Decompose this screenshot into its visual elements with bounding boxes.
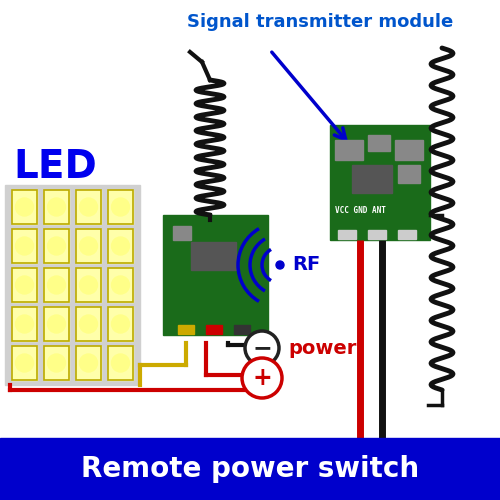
- Bar: [12, 268, 37, 302]
- Bar: [76, 229, 101, 263]
- Circle shape: [80, 354, 98, 372]
- Bar: [108, 229, 133, 263]
- Circle shape: [48, 354, 66, 372]
- Circle shape: [48, 276, 66, 294]
- Bar: [12, 307, 37, 341]
- Bar: [330, 125, 430, 240]
- Bar: [44, 229, 69, 263]
- Bar: [44, 307, 69, 341]
- Bar: [395, 140, 423, 160]
- Bar: [191, 242, 236, 270]
- Bar: [12, 190, 37, 224]
- Text: Signal transmitter module: Signal transmitter module: [187, 13, 453, 31]
- Text: VCC GND ANT: VCC GND ANT: [335, 206, 386, 215]
- Bar: [12, 307, 37, 341]
- Bar: [76, 190, 101, 224]
- Bar: [44, 190, 69, 224]
- Circle shape: [48, 198, 66, 216]
- Bar: [108, 190, 133, 224]
- Bar: [12, 190, 37, 224]
- Bar: [108, 190, 133, 224]
- Bar: [12, 346, 37, 380]
- Circle shape: [112, 276, 130, 294]
- Bar: [178, 325, 194, 334]
- Bar: [12, 229, 37, 263]
- Bar: [76, 190, 101, 224]
- Bar: [76, 268, 101, 302]
- Bar: [0, 438, 500, 500]
- Bar: [76, 229, 101, 263]
- Circle shape: [245, 331, 279, 365]
- Bar: [352, 165, 392, 193]
- Bar: [76, 307, 101, 341]
- Bar: [163, 215, 268, 335]
- Circle shape: [112, 354, 130, 372]
- Text: power: power: [288, 338, 356, 357]
- Circle shape: [80, 276, 98, 294]
- Bar: [368, 230, 386, 239]
- Text: LED: LED: [13, 148, 97, 186]
- Bar: [234, 325, 250, 334]
- Bar: [108, 229, 133, 263]
- Circle shape: [16, 315, 34, 333]
- Bar: [108, 307, 133, 341]
- Circle shape: [16, 198, 34, 216]
- Bar: [44, 268, 69, 302]
- Bar: [76, 346, 101, 380]
- Bar: [108, 268, 133, 302]
- Circle shape: [80, 237, 98, 255]
- Circle shape: [16, 276, 34, 294]
- Bar: [76, 307, 101, 341]
- Circle shape: [80, 198, 98, 216]
- Bar: [398, 230, 416, 239]
- Circle shape: [276, 261, 284, 269]
- Text: +: +: [252, 366, 272, 390]
- Bar: [368, 135, 390, 151]
- Bar: [44, 229, 69, 263]
- Bar: [173, 226, 191, 240]
- Text: −: −: [252, 336, 272, 360]
- Bar: [108, 346, 133, 380]
- Bar: [12, 346, 37, 380]
- Text: RF: RF: [292, 256, 320, 274]
- Bar: [5, 185, 140, 385]
- Bar: [44, 346, 69, 380]
- Circle shape: [112, 315, 130, 333]
- Bar: [108, 307, 133, 341]
- Circle shape: [242, 358, 282, 398]
- Bar: [76, 268, 101, 302]
- Bar: [398, 165, 420, 183]
- Circle shape: [16, 237, 34, 255]
- Circle shape: [48, 315, 66, 333]
- Circle shape: [16, 354, 34, 372]
- Bar: [206, 325, 222, 334]
- Bar: [44, 346, 69, 380]
- Bar: [76, 346, 101, 380]
- Bar: [108, 346, 133, 380]
- Bar: [44, 268, 69, 302]
- Bar: [338, 230, 356, 239]
- Circle shape: [112, 198, 130, 216]
- Circle shape: [48, 237, 66, 255]
- Bar: [12, 229, 37, 263]
- Bar: [108, 268, 133, 302]
- Bar: [335, 140, 363, 160]
- Circle shape: [112, 237, 130, 255]
- Circle shape: [80, 315, 98, 333]
- Text: Remote power switch: Remote power switch: [81, 455, 419, 483]
- Bar: [12, 268, 37, 302]
- Bar: [44, 190, 69, 224]
- Bar: [44, 307, 69, 341]
